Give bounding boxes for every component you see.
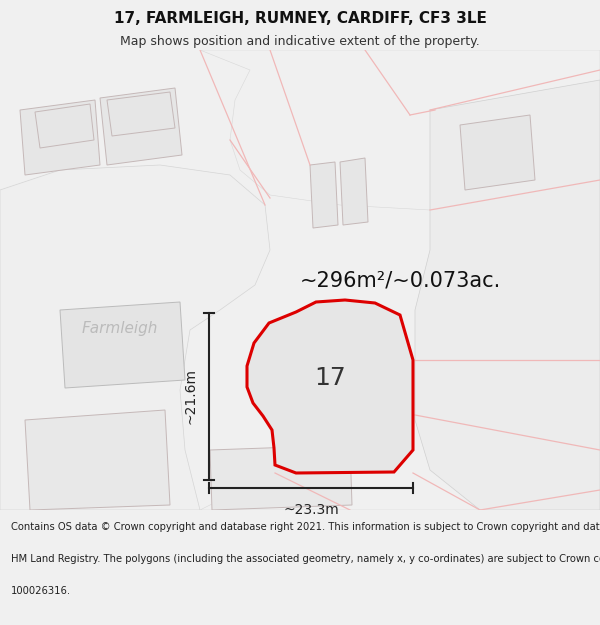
Polygon shape xyxy=(20,100,100,175)
Polygon shape xyxy=(247,300,413,473)
Polygon shape xyxy=(310,162,338,228)
Polygon shape xyxy=(200,405,600,510)
Polygon shape xyxy=(0,165,270,510)
Text: Map shows position and indicative extent of the property.: Map shows position and indicative extent… xyxy=(120,35,480,48)
Text: 100026316.: 100026316. xyxy=(11,586,71,596)
Text: 17: 17 xyxy=(314,366,346,390)
Polygon shape xyxy=(460,115,535,190)
Text: HM Land Registry. The polygons (including the associated geometry, namely x, y c: HM Land Registry. The polygons (includin… xyxy=(11,554,600,564)
Polygon shape xyxy=(340,158,368,225)
Polygon shape xyxy=(25,410,170,510)
Polygon shape xyxy=(107,92,175,136)
Text: ~23.3m: ~23.3m xyxy=(283,503,339,517)
Polygon shape xyxy=(35,104,94,148)
Text: 17, FARMLEIGH, RUMNEY, CARDIFF, CF3 3LE: 17, FARMLEIGH, RUMNEY, CARDIFF, CF3 3LE xyxy=(113,11,487,26)
Polygon shape xyxy=(210,445,352,510)
Text: Farmleigh: Farmleigh xyxy=(82,321,158,336)
Polygon shape xyxy=(60,302,185,388)
Text: Contains OS data © Crown copyright and database right 2021. This information is : Contains OS data © Crown copyright and d… xyxy=(11,521,600,531)
Polygon shape xyxy=(200,50,600,210)
Polygon shape xyxy=(415,80,600,510)
Text: ~21.6m: ~21.6m xyxy=(184,369,198,424)
Text: ~296m²/~0.073ac.: ~296m²/~0.073ac. xyxy=(300,270,501,290)
Polygon shape xyxy=(100,88,182,165)
